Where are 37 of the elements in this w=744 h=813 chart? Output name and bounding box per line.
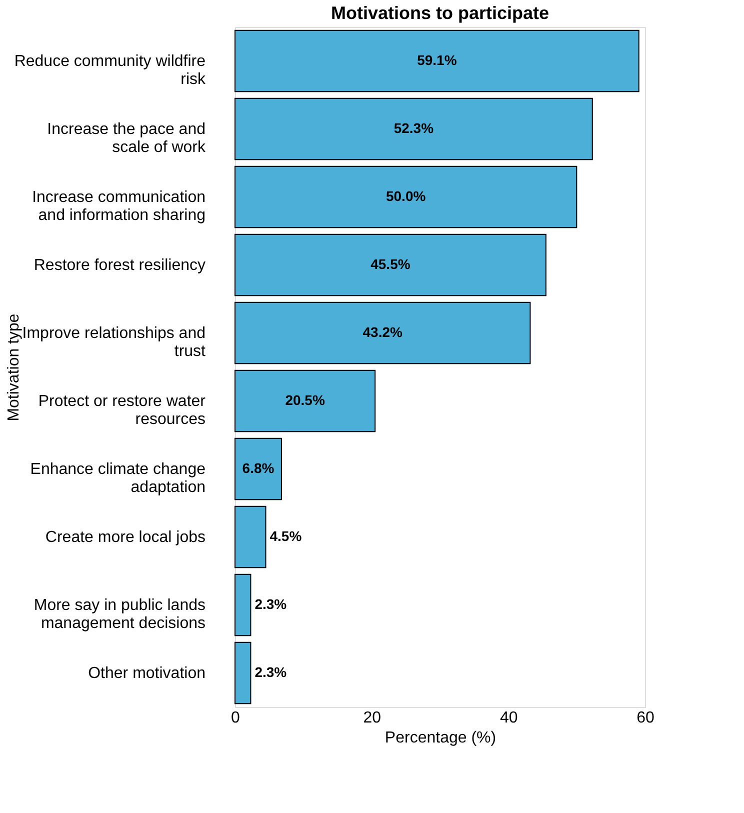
data-label: 50.0% (386, 188, 426, 204)
bar (234, 30, 640, 92)
x-axis-title: Percentage (%) (384, 730, 496, 746)
data-label: 52.3% (394, 120, 434, 136)
x-tick-label: 60 (636, 710, 654, 726)
y-tick-label: Create more local jobs (45, 529, 206, 546)
data-label: 59.1% (417, 52, 458, 68)
data-label: 2.3% (254, 664, 288, 680)
x-tick-label: 20 (363, 710, 382, 726)
y-tick-label: Reduce community wildfire risk (14, 53, 206, 88)
data-label: 45.5% (370, 256, 411, 272)
bar (234, 166, 578, 228)
bar (234, 98, 593, 160)
y-tick-label: Other motivation (88, 665, 206, 682)
y-axis-title: Motivation type (6, 314, 22, 422)
data-label: 20.5% (285, 392, 326, 408)
x-tick-label: 40 (500, 710, 518, 726)
data-label: 6.8% (242, 460, 275, 476)
bar (234, 302, 531, 364)
bar (234, 438, 282, 500)
bar (234, 234, 546, 296)
data-label: 2.3% (254, 596, 288, 612)
y-tick-label: Restore forest resiliency (34, 257, 206, 274)
y-tick-label: Protect or restore water resources (38, 393, 206, 428)
data-label: 4.5% (270, 528, 302, 544)
chart-title: Motivations to participate (330, 3, 550, 23)
y-tick-label: Increase communication and information sharing (32, 189, 206, 224)
y-tick-label: More say in public lands management decisions (34, 597, 206, 632)
bar (234, 506, 266, 568)
x-tick-label: 0 (231, 710, 240, 726)
y-tick-label: Increase the pace and scale of work (47, 121, 206, 156)
y-tick-label: Improve relationships and trust (22, 325, 206, 360)
bar (234, 642, 252, 704)
bar (234, 370, 376, 432)
y-tick-label: Enhance climate change adaptation (30, 461, 206, 496)
data-label: 43.2% (362, 324, 403, 340)
bar (234, 574, 252, 636)
